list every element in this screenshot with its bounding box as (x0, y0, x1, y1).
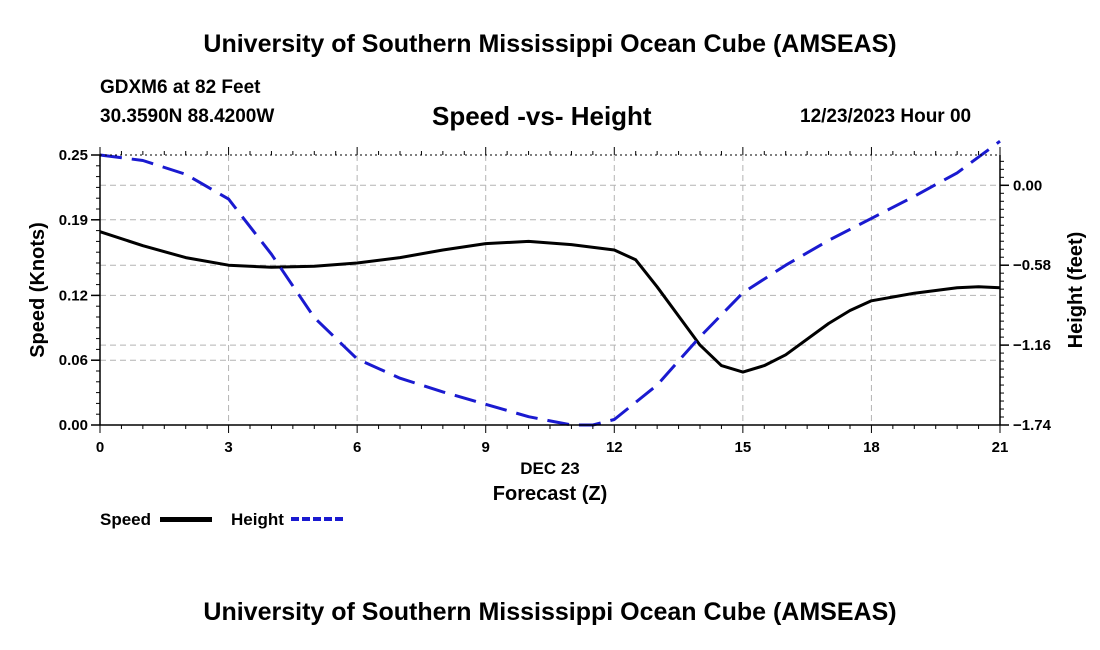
x-axis-date-label: DEC 23 (520, 459, 580, 478)
x-tick-label: 3 (224, 439, 232, 456)
series-line-height (99, 139, 1001, 427)
y2-tick-label: −0.58 (1013, 257, 1051, 274)
x-tick-label: 18 (863, 439, 880, 456)
chart-main-title: University of Southern Mississippi Ocean… (203, 30, 897, 58)
x-axis-label: Forecast (Z) (493, 483, 607, 505)
legend-speed-swatch (160, 517, 212, 522)
series-lines (99, 139, 1001, 427)
y2-axis-label: Height (feet) (1065, 232, 1087, 349)
y-tick-label: 0.25 (59, 147, 88, 164)
tick-labels: 0 3 6 9 12 15 18 21 0.00 0.06 0.12 0.19 0.25 −1.74 −1.… (27, 147, 1087, 505)
forecast-datetime: 12/23/2023 Hour 00 (800, 106, 972, 127)
legend-speed-label: Speed (100, 510, 152, 529)
x-tick-label: 9 (482, 439, 490, 456)
coordinates-label: 30.3590N 88.4200W (100, 106, 275, 127)
y2-tick-label: −1.74 (1013, 417, 1052, 434)
y-axis-label: Speed (Knots) (27, 222, 49, 358)
axes (91, 147, 1009, 433)
x-tick-label: 12 (606, 439, 623, 456)
y2-tick-label: −1.16 (1013, 337, 1051, 354)
x-tick-label: 21 (992, 439, 1009, 456)
x-tick-label: 0 (96, 439, 104, 456)
footer-title: University of Southern Mississippi Ocean… (203, 598, 897, 626)
y-tick-label: 0.19 (59, 212, 88, 229)
y-tick-label: 0.06 (59, 352, 88, 369)
station-label: GDXM6 at 82 Feet (100, 77, 261, 98)
y-tick-label: 0.00 (59, 417, 88, 434)
series-line-speed (99, 230, 1001, 374)
legend-height-swatch (291, 517, 343, 521)
chart-subtitle: Speed -vs- Height (432, 101, 652, 131)
y2-tick-label: 0.00 (1013, 177, 1042, 194)
grid (100, 155, 1000, 426)
x-tick-label: 6 (353, 439, 361, 456)
x-tick-label: 15 (735, 439, 752, 456)
legend-height-label: Height (231, 510, 284, 529)
y-tick-label: 0.12 (59, 287, 88, 304)
